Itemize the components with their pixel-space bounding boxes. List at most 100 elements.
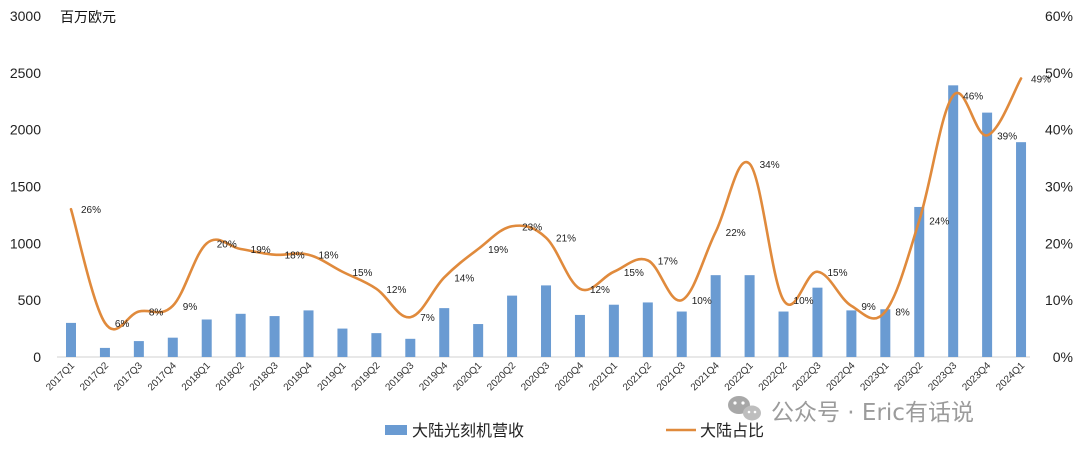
x-tick-label: 2017Q1 xyxy=(44,360,77,393)
bar xyxy=(744,275,755,357)
bar xyxy=(778,311,789,357)
x-tick-label: 2017Q2 xyxy=(78,360,111,393)
bar xyxy=(133,341,144,357)
bar xyxy=(371,333,382,357)
line-data-label: 10% xyxy=(794,296,814,307)
x-tick-label: 2023Q4 xyxy=(960,360,993,393)
bar xyxy=(1016,142,1027,357)
x-tick-label: 2023Q3 xyxy=(926,360,959,393)
bar xyxy=(574,314,585,357)
x-tick-label: 2018Q2 xyxy=(214,360,247,393)
x-tick-label: 2022Q1 xyxy=(723,360,756,393)
x-tick-label: 2021Q4 xyxy=(689,360,722,393)
bar xyxy=(541,285,552,357)
x-tick-label: 2018Q4 xyxy=(282,360,315,393)
right-tick-label: 0% xyxy=(1053,349,1073,365)
x-tick-label: 2023Q2 xyxy=(892,360,925,393)
watermark: 公众号 · Eric有话说 xyxy=(728,396,974,426)
bar xyxy=(846,310,857,357)
right-tick-label: 30% xyxy=(1045,179,1073,195)
line-data-label: 34% xyxy=(760,160,780,171)
left-tick-label: 0 xyxy=(33,349,41,365)
x-tick-label: 2019Q4 xyxy=(417,360,450,393)
line-data-label: 15% xyxy=(352,268,372,279)
bar xyxy=(201,319,212,357)
bar xyxy=(880,309,891,357)
bar-series xyxy=(66,85,1027,357)
bar xyxy=(642,302,653,357)
bar xyxy=(269,316,280,357)
line-data-label: 12% xyxy=(590,285,610,296)
line-data-label: 49% xyxy=(1031,75,1051,86)
left-tick-label: 3000 xyxy=(10,8,41,24)
bar xyxy=(337,328,348,357)
line-data-label: 9% xyxy=(861,302,876,313)
line-data-label: 14% xyxy=(454,273,474,284)
right-axis-ticks: 0% 10% 20% 30% 40% 50% 60% xyxy=(1045,8,1073,365)
line-data-label: 26% xyxy=(81,205,101,216)
x-tick-label: 2021Q3 xyxy=(655,360,688,393)
bar xyxy=(507,295,518,357)
bar xyxy=(167,337,178,357)
right-tick-label: 50% xyxy=(1045,65,1073,81)
line-data-label: 18% xyxy=(285,251,305,262)
line-data-label: 20% xyxy=(217,239,237,250)
line-series xyxy=(69,77,1023,331)
legend-label-line: 大陆占比 xyxy=(700,421,764,440)
x-tick-label: 2020Q1 xyxy=(451,360,484,393)
left-tick-label: 2000 xyxy=(10,122,41,138)
left-tick-label: 1000 xyxy=(10,235,41,251)
bar xyxy=(66,322,76,357)
line-data-label: 39% xyxy=(997,131,1017,142)
x-tick-label: 2021Q2 xyxy=(621,360,654,393)
line-data-label: 10% xyxy=(692,296,712,307)
line-data-label: 8% xyxy=(149,308,164,319)
bar xyxy=(235,313,246,357)
x-tick-label: 2019Q1 xyxy=(316,360,349,393)
x-tick-label: 2019Q2 xyxy=(350,360,383,393)
bar xyxy=(812,287,823,357)
bar xyxy=(676,311,687,357)
legend-swatch-bar xyxy=(385,425,407,435)
left-axis-ticks: 0 500 1000 1500 2000 2500 3000 xyxy=(10,8,41,365)
bar xyxy=(710,275,721,357)
line-data-label: 9% xyxy=(183,302,198,313)
line-data-label: 22% xyxy=(726,228,746,239)
x-tick-label: 2020Q3 xyxy=(519,360,552,393)
bar xyxy=(473,324,484,357)
line-data-label: 8% xyxy=(895,308,910,319)
line-data-label: 17% xyxy=(658,256,678,267)
legend: 大陆光刻机营收 大陆占比 xyxy=(385,421,764,440)
x-tick-label: 2024Q1 xyxy=(994,360,1027,393)
watermark-text: 公众号 · Eric有话说 xyxy=(771,400,974,426)
x-tick-label: 2018Q1 xyxy=(180,360,213,393)
right-tick-label: 10% xyxy=(1045,292,1073,308)
bar xyxy=(914,206,925,357)
x-tick-label: 2022Q4 xyxy=(825,360,858,393)
x-tick-label: 2017Q4 xyxy=(146,360,179,393)
unit-label: 百万欧元 xyxy=(60,10,116,26)
legend-label-bar: 大陆光刻机营收 xyxy=(412,421,524,440)
bar xyxy=(982,112,993,357)
bar xyxy=(405,338,416,357)
left-tick-label: 2500 xyxy=(10,65,41,81)
wechat-icon xyxy=(728,396,761,421)
line-data-label: 23% xyxy=(522,222,542,233)
right-tick-label: 20% xyxy=(1045,235,1073,251)
x-tick-label: 2022Q2 xyxy=(757,360,790,393)
x-tick-label: 2021Q1 xyxy=(587,360,620,393)
x-tick-label: 2018Q3 xyxy=(248,360,281,393)
right-tick-label: 40% xyxy=(1045,122,1073,138)
left-tick-label: 1500 xyxy=(10,179,41,195)
bar xyxy=(948,85,959,357)
bar xyxy=(608,304,619,357)
x-tick-label: 2019Q3 xyxy=(383,360,416,393)
line-data-label: 21% xyxy=(556,234,576,245)
line-data-labels: 26% 6% 8% 9% 20% 19% 18% 18% 15% 12% 7% 14% 19% 23% 21… xyxy=(81,75,1051,330)
line-data-label: 6% xyxy=(115,319,130,330)
x-tick-label: 2017Q3 xyxy=(112,360,145,393)
line-data-label: 12% xyxy=(386,285,406,296)
bar xyxy=(303,310,314,357)
line-data-label: 19% xyxy=(251,245,271,256)
